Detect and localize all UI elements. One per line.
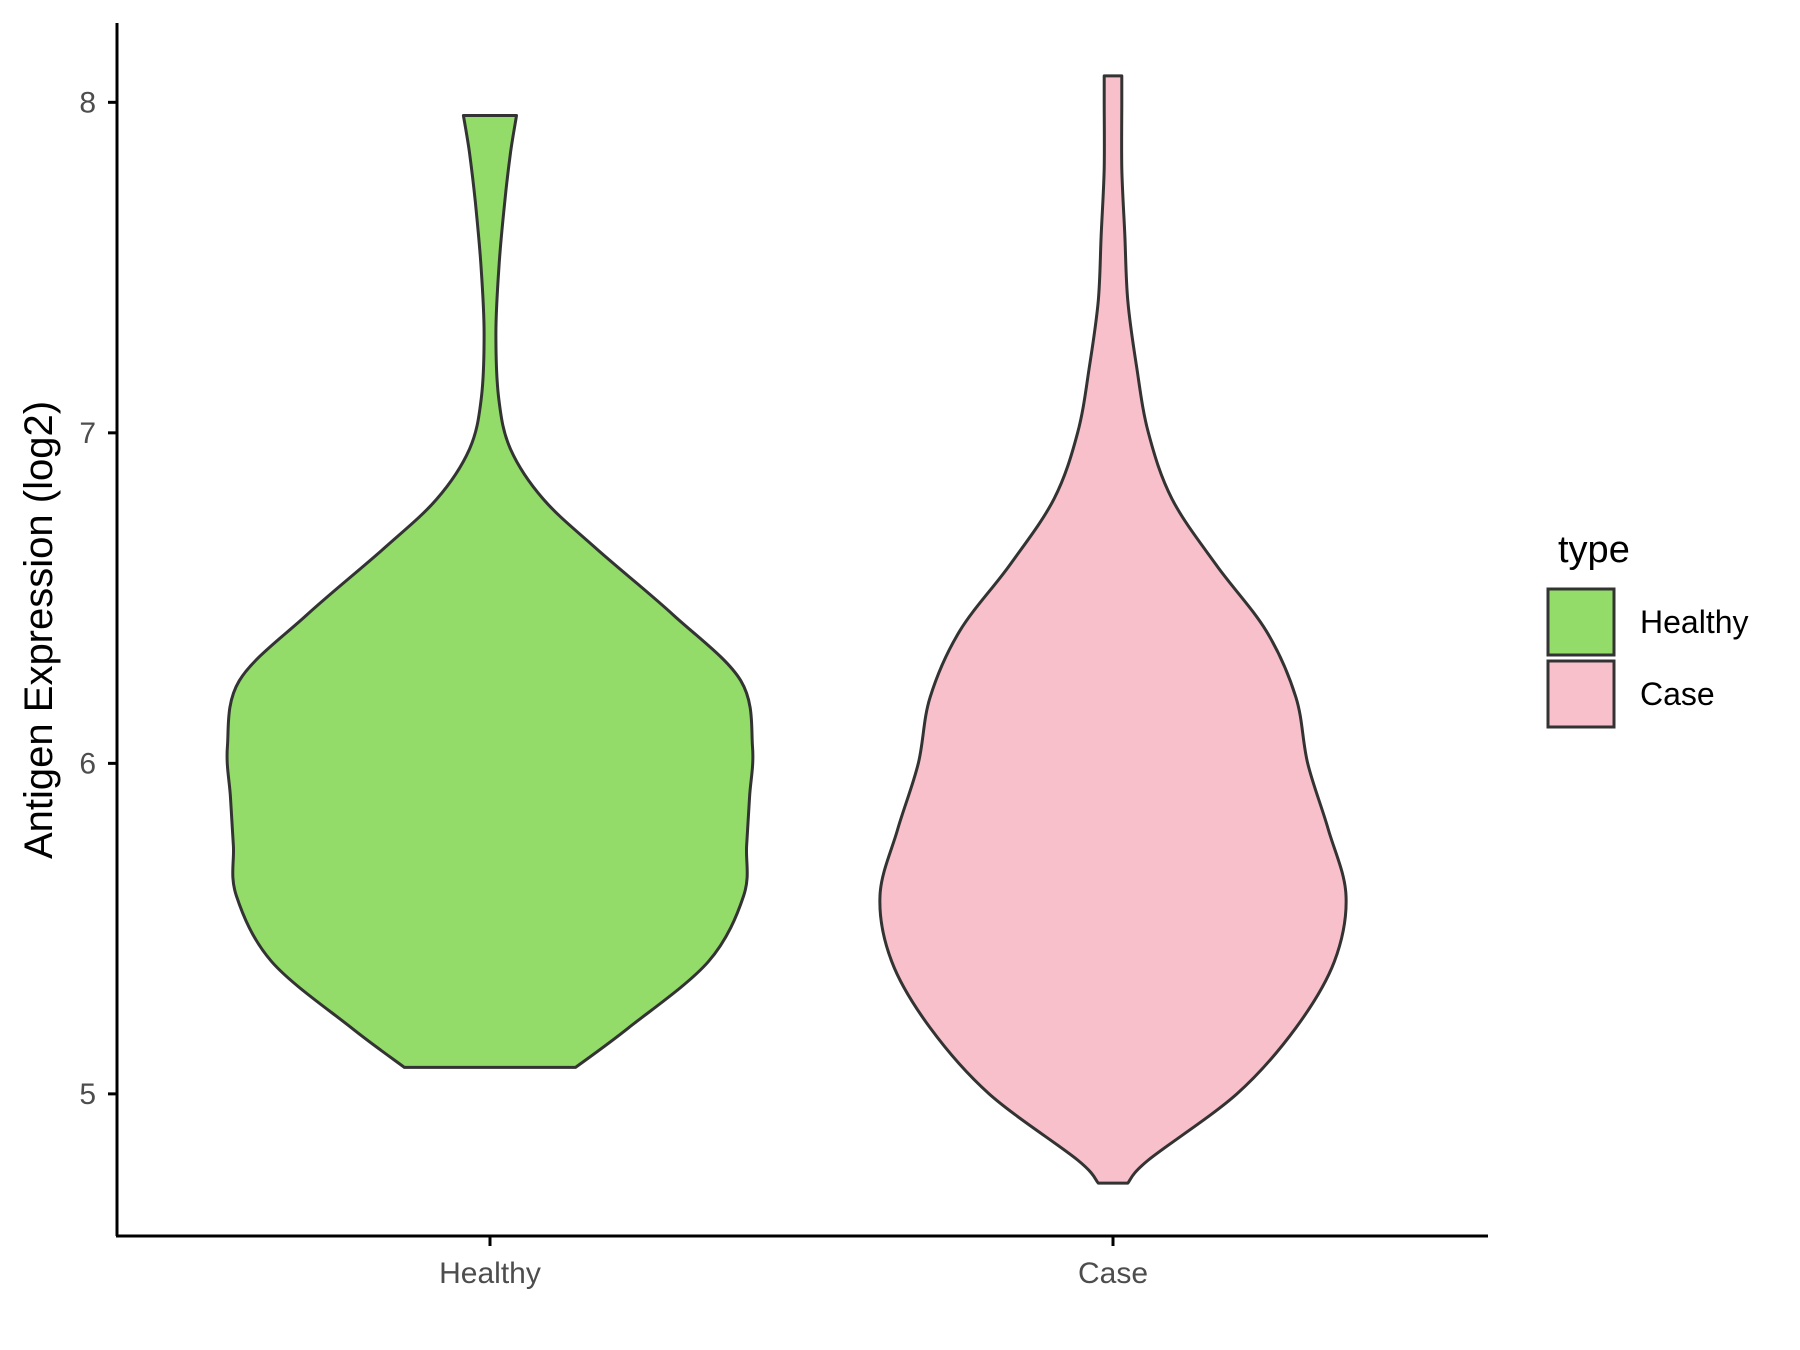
violin-healthy — [225, 114, 755, 1069]
y-tick-label: 8 — [79, 86, 96, 119]
y-tick-label: 7 — [79, 417, 96, 450]
legend-label-healthy: Healthy — [1640, 604, 1749, 640]
legend-label-case: Case — [1640, 676, 1715, 712]
y-axis-title: Antigen Expression (log2) — [17, 401, 61, 859]
x-tick-label: Healthy — [439, 1257, 541, 1290]
y-ticks: 5 6 7 8 — [79, 86, 117, 1111]
violins-layer — [225, 74, 1348, 1185]
x-tick-label: Case — [1078, 1257, 1148, 1290]
violin-case — [878, 74, 1348, 1185]
legend-key-case — [1546, 659, 1616, 729]
legend: type Healthy Case — [1546, 529, 1749, 729]
y-tick-label: 6 — [79, 747, 96, 780]
x-ticks: Healthy Case — [439, 1236, 1148, 1290]
legend-key-healthy — [1546, 587, 1616, 657]
legend-title: type — [1558, 529, 1630, 571]
y-tick-label: 5 — [79, 1078, 96, 1111]
